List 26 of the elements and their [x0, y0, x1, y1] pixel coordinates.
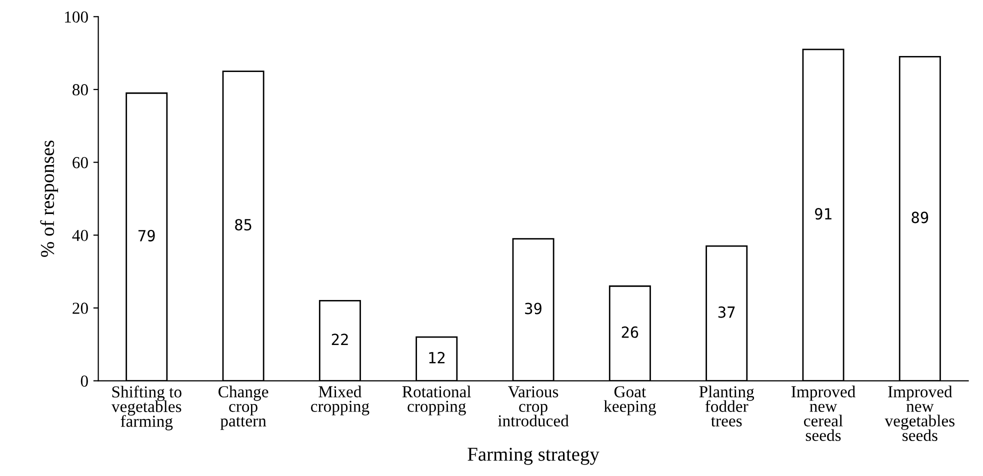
- x-tick-label: Improved new vegetables seeds: [884, 386, 954, 442]
- data-label: 26: [622, 326, 638, 338]
- y-tick-label: 80: [72, 84, 88, 96]
- data-label: 22: [332, 334, 348, 345]
- y-axis-title: % of responses: [40, 140, 58, 257]
- x-tick-label: Mixed cropping: [310, 386, 370, 416]
- x-tick-label: Change crop pattern: [218, 386, 268, 430]
- data-label: 89: [912, 212, 928, 224]
- x-tick-label: Goat keeping: [604, 386, 656, 416]
- y-tick-label: 60: [72, 157, 88, 168]
- x-tick-label: Rotational cropping: [402, 386, 471, 416]
- y-tick-label: 0: [80, 376, 88, 387]
- data-label: 39: [525, 302, 542, 314]
- x-tick-label: Improved new cereal seeds: [791, 386, 856, 441]
- data-label: 85: [235, 218, 252, 231]
- x-tick-label: Various crop introduced: [498, 386, 569, 426]
- x-tick-label: Planting fodder trees: [699, 386, 754, 427]
- x-tick-label: Shifting to vegetables farming: [111, 386, 182, 430]
- y-tick-label: 100: [65, 11, 88, 23]
- data-label: 12: [429, 352, 445, 364]
- x-axis-title: Farming strategy: [468, 448, 600, 465]
- data-label: 79: [138, 230, 155, 242]
- y-tick-label: 20: [72, 302, 88, 314]
- data-label: 37: [718, 306, 735, 318]
- y-tick-label: 40: [72, 230, 88, 242]
- data-label: 91: [815, 208, 832, 220]
